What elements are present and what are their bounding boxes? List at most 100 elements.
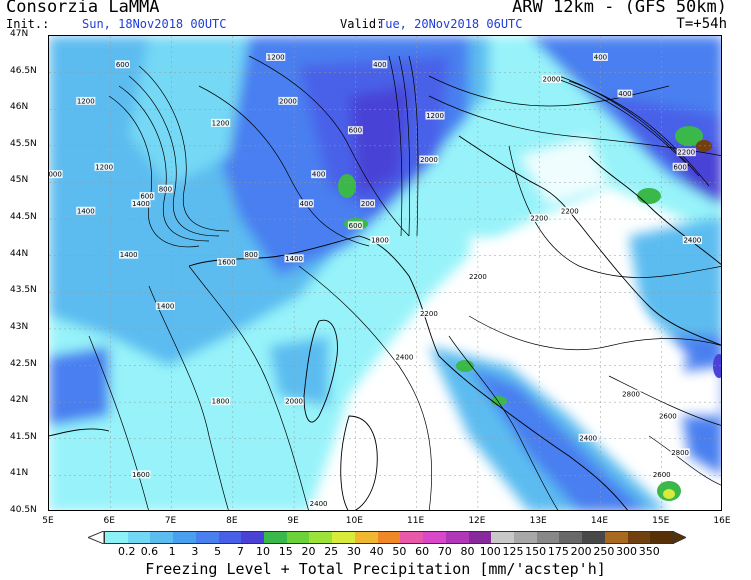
contour-label: 000 <box>49 170 63 179</box>
contour-label: 2200 <box>419 309 439 318</box>
map-caption: Freezing Level + Total Precipitation [mm… <box>145 560 606 578</box>
lon-tick-label: 6E <box>103 516 115 526</box>
legend-label: 40 <box>369 545 384 558</box>
contour-label: 2400 <box>394 353 414 362</box>
svg-text:2000: 2000 <box>285 398 303 406</box>
lon-tick-label: 5E <box>42 516 54 526</box>
svg-text:600: 600 <box>349 222 362 230</box>
legend-label: 1 <box>168 545 176 558</box>
legend-swatch <box>400 532 424 543</box>
lat-lon-grid <box>49 36 721 510</box>
legend-swatch <box>468 532 492 543</box>
lat-tick-label: 41.5N <box>10 431 37 442</box>
contour-label: 1400 <box>155 301 176 310</box>
legend-swatch <box>127 532 151 543</box>
svg-text:1600: 1600 <box>132 471 150 479</box>
legend-label: 70 <box>437 545 452 558</box>
legend-label: 80 <box>460 545 475 558</box>
contour-label: 1600 <box>131 470 151 479</box>
legend-swatch <box>264 532 287 543</box>
svg-text:000: 000 <box>49 171 62 179</box>
legend-label: 175 <box>547 545 569 558</box>
contour-label: 2000 <box>541 74 562 83</box>
dry-areas <box>469 136 721 416</box>
legend-label: 25 <box>324 545 339 558</box>
contour-label: 1800 <box>370 236 390 245</box>
lat-tick-label: 42.5N <box>10 358 37 369</box>
map-panel: 1200 1200 1200 1200 1200 1400 1400 1400 1400 1400… <box>48 35 722 511</box>
contour-label: 2200 <box>468 272 488 281</box>
svg-text:2600: 2600 <box>659 412 677 420</box>
lon-tick-label: 9E <box>287 516 299 526</box>
svg-text:400: 400 <box>373 61 386 69</box>
svg-text:2800: 2800 <box>622 390 640 398</box>
freezing-level-contours <box>88 55 721 510</box>
contour-label: 1400 <box>131 199 151 208</box>
lat-tick-label: 46N <box>10 102 29 113</box>
contour-label: 1200 <box>425 111 445 120</box>
legend-swatch <box>105 532 128 543</box>
svg-text:2200: 2200 <box>561 207 579 215</box>
svg-text:800: 800 <box>159 185 172 193</box>
svg-text:1400: 1400 <box>77 207 95 215</box>
contour-label: 2000 <box>278 96 298 105</box>
lon-tick-label: 16E <box>713 516 731 526</box>
contour-label: 800 <box>157 184 173 193</box>
contour-label: 200 <box>360 199 376 208</box>
valid-label: Valid: <box>340 17 384 31</box>
legend-label: 125 <box>502 545 524 558</box>
svg-text:2200: 2200 <box>677 149 695 157</box>
precipitation-legend-bar <box>104 531 674 544</box>
svg-text:200: 200 <box>361 200 374 208</box>
svg-text:2000: 2000 <box>279 97 297 105</box>
legend-label: 0.2 <box>117 545 136 558</box>
contour-label: 600 <box>347 126 363 135</box>
contour-label: 1600 <box>217 258 237 267</box>
legend-swatch <box>582 532 605 543</box>
svg-text:2800: 2800 <box>671 449 689 457</box>
lat-tick-label: 43N <box>10 321 29 332</box>
lat-tick-label: 40.5N <box>10 505 37 515</box>
legend-swatch <box>354 532 378 543</box>
contour-label: 600 <box>347 221 363 230</box>
legend-swatch <box>650 532 673 543</box>
contour-label: 2600 <box>658 411 678 420</box>
lon-tick-label: 7E <box>164 516 177 526</box>
contour-labels: 1200 1200 1200 1200 1200 1400 1400 1400 1400 1400… <box>49 52 702 508</box>
svg-text:800: 800 <box>245 251 258 259</box>
svg-text:1400: 1400 <box>157 302 175 310</box>
legend-label: 200 <box>570 545 592 558</box>
svg-text:2200: 2200 <box>420 310 438 318</box>
legend-swatch <box>195 532 219 543</box>
legend-left-arrow <box>88 531 104 544</box>
svg-text:400: 400 <box>312 171 325 179</box>
svg-text:2400: 2400 <box>310 500 328 508</box>
legend-label: 7 <box>236 545 244 558</box>
svg-text:600: 600 <box>116 61 129 69</box>
contour-label: 600 <box>139 192 155 201</box>
svg-text:1200: 1200 <box>212 119 230 127</box>
lat-tick-label: 47N <box>10 29 29 39</box>
svg-text:2200: 2200 <box>469 273 487 281</box>
legend-swatch <box>309 532 333 543</box>
legend-swatch <box>241 532 265 543</box>
contour-label: 2400 <box>309 499 329 508</box>
lat-tick-label: 41N <box>10 468 29 479</box>
contour-label: 2200 <box>529 214 549 223</box>
title-consorzio: Consorzia LaMMA <box>6 0 160 17</box>
legend-swatch <box>423 532 446 543</box>
contour-label: 2400 <box>578 433 598 442</box>
legend-swatch <box>445 532 469 543</box>
contour-label: 400 <box>617 89 633 98</box>
legend-label: 0.6 <box>140 545 159 558</box>
svg-text:2600: 2600 <box>653 471 671 479</box>
contour-label: 400 <box>298 199 314 208</box>
legend-right-arrow <box>672 531 686 544</box>
svg-text:1800: 1800 <box>212 398 230 406</box>
contour-label: 2400 <box>682 236 702 245</box>
lon-tick-label: 13E <box>529 516 547 526</box>
legend-label: 150 <box>525 545 547 558</box>
legend-swatch <box>491 532 514 543</box>
contour-label: 2200 <box>676 148 696 157</box>
legend-label: 350 <box>638 545 660 558</box>
